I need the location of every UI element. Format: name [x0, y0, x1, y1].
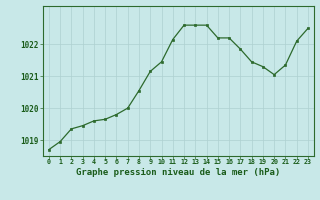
X-axis label: Graphe pression niveau de la mer (hPa): Graphe pression niveau de la mer (hPa) — [76, 168, 281, 177]
